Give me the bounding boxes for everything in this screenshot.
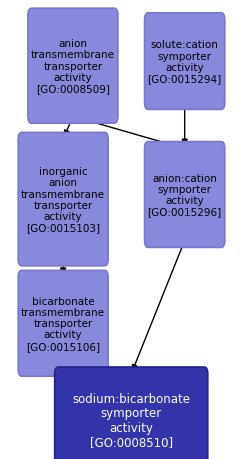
- Text: sodium:bicarbonate
symporter
activity
[GO:0008510]: sodium:bicarbonate symporter activity [G…: [72, 392, 190, 448]
- FancyBboxPatch shape: [55, 367, 208, 459]
- Text: solute:cation
symporter
activity
[GO:0015294]: solute:cation symporter activity [GO:001…: [148, 40, 222, 84]
- FancyBboxPatch shape: [28, 9, 118, 124]
- Text: bicarbonate
transmembrane
transporter
activity
[GO:0015106]: bicarbonate transmembrane transporter ac…: [21, 296, 105, 351]
- Text: inorganic
anion
transmembrane
transporter
activity
[GO:0015103]: inorganic anion transmembrane transporte…: [21, 167, 105, 233]
- Text: anion:cation
symporter
activity
[GO:0015296]: anion:cation symporter activity [GO:0015…: [148, 174, 222, 217]
- FancyBboxPatch shape: [18, 271, 108, 376]
- Text: anion
transmembrane
transporter
activity
[GO:0008509]: anion transmembrane transporter activity…: [31, 39, 115, 94]
- FancyBboxPatch shape: [145, 14, 225, 110]
- FancyBboxPatch shape: [145, 142, 225, 248]
- FancyBboxPatch shape: [18, 133, 108, 266]
